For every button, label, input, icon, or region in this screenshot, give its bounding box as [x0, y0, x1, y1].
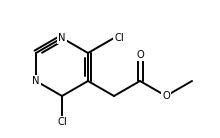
Text: N: N	[32, 76, 40, 86]
Text: O: O	[136, 50, 144, 60]
Text: O: O	[162, 91, 170, 101]
Text: N: N	[58, 33, 66, 43]
Text: Cl: Cl	[57, 117, 67, 127]
Text: Cl: Cl	[114, 33, 124, 43]
